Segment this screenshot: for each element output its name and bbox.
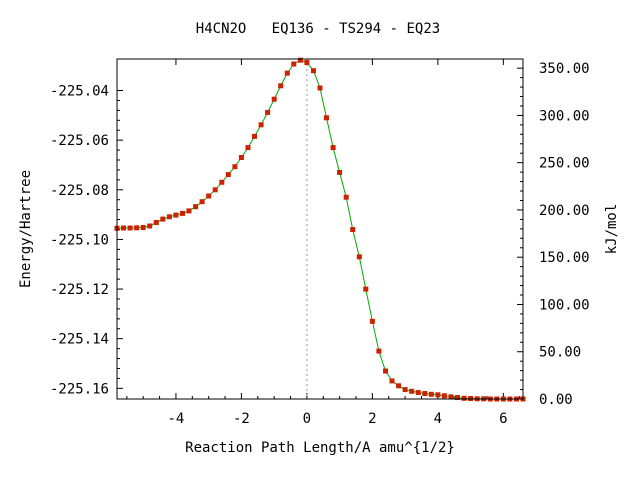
data-point xyxy=(402,387,408,393)
plot-frame xyxy=(116,58,524,400)
data-point xyxy=(271,96,277,102)
data-point xyxy=(383,368,388,374)
y2-tick-label: 250.00 xyxy=(539,156,590,172)
data-point xyxy=(317,85,323,91)
y-tick-label: -225.06 xyxy=(50,133,109,149)
y-tick-label: -225.14 xyxy=(50,332,109,348)
y2-tick-label: 50.00 xyxy=(539,345,581,361)
data-point xyxy=(186,208,192,214)
data-point xyxy=(350,227,356,232)
data-point xyxy=(238,155,244,160)
data-point xyxy=(180,210,185,216)
data-point xyxy=(278,83,284,89)
x-tick-label: -4 xyxy=(168,411,185,427)
x-tick-label: 0 xyxy=(303,411,311,427)
y2-tick-label: 200.00 xyxy=(539,203,590,219)
data-point xyxy=(396,383,402,389)
data-point xyxy=(147,223,153,229)
data-point xyxy=(337,169,343,175)
data-point xyxy=(252,133,257,139)
data-point xyxy=(324,115,329,121)
data-point xyxy=(304,60,310,65)
y-tick-label: -225.16 xyxy=(50,381,109,397)
data-point xyxy=(343,194,349,200)
data-point xyxy=(369,318,375,324)
data-point xyxy=(173,212,179,218)
y2-tick-label: 150.00 xyxy=(539,250,590,266)
data-point xyxy=(356,254,362,260)
chart-title: H4CN2O EQ136 - TS294 - EQ23 xyxy=(196,21,440,37)
y-tick-label: -225.04 xyxy=(50,84,109,100)
data-marks xyxy=(114,57,526,402)
data-point xyxy=(441,393,447,399)
data-point xyxy=(265,109,271,115)
data-point xyxy=(121,225,126,231)
x-tick-label: 4 xyxy=(434,411,442,427)
data-point xyxy=(461,395,467,401)
y2-tick-label: 0.00 xyxy=(539,392,573,408)
data-point xyxy=(291,61,297,67)
data-point xyxy=(376,348,382,354)
energy-curve xyxy=(116,59,523,400)
x-tick-label: 2 xyxy=(368,411,376,427)
x-tick-label: 6 xyxy=(499,411,507,427)
data-point xyxy=(245,145,251,151)
y-tick-label: -225.12 xyxy=(50,282,109,298)
y2-tick-label: 300.00 xyxy=(539,108,590,124)
data-point xyxy=(140,225,146,230)
data-point xyxy=(193,204,199,210)
data-point xyxy=(311,68,316,74)
data-point xyxy=(455,395,460,400)
data-point xyxy=(297,57,303,63)
y-axis-label: Energy/Hartree xyxy=(18,170,34,288)
data-point xyxy=(127,225,133,231)
data-point xyxy=(225,172,231,178)
axes-group: -4 -2 0 2 4 6 -225.04 -225.06 -225.08 -225.10 -225… xyxy=(50,59,590,427)
data-point xyxy=(330,145,336,151)
data-point xyxy=(448,394,454,400)
data-point xyxy=(212,187,218,193)
data-point xyxy=(415,390,421,395)
data-point xyxy=(409,388,415,394)
data-point xyxy=(232,164,238,170)
x-tick-label: -2 xyxy=(233,411,250,427)
data-point xyxy=(206,193,212,199)
x-axis-label: Reaction Path Length/A amu^{1/2} xyxy=(185,440,455,456)
y2-tick-label: 350.00 xyxy=(539,61,590,77)
data-point xyxy=(153,220,159,225)
data-point xyxy=(134,225,140,231)
y-tick-label: -225.10 xyxy=(50,232,109,248)
data-point xyxy=(428,391,434,397)
data-point xyxy=(199,199,205,205)
data-point xyxy=(422,391,428,396)
data-point xyxy=(166,214,172,220)
data-point xyxy=(435,392,441,398)
y-tick-label: -225.08 xyxy=(50,183,109,199)
data-point xyxy=(160,216,166,222)
data-point xyxy=(363,286,369,292)
data-point xyxy=(219,179,225,185)
y2-tick-label: 100.00 xyxy=(539,297,590,313)
data-point xyxy=(389,378,395,384)
data-point xyxy=(258,122,264,128)
y2-axis-label: kJ/mol xyxy=(604,204,620,255)
data-point xyxy=(284,70,290,76)
